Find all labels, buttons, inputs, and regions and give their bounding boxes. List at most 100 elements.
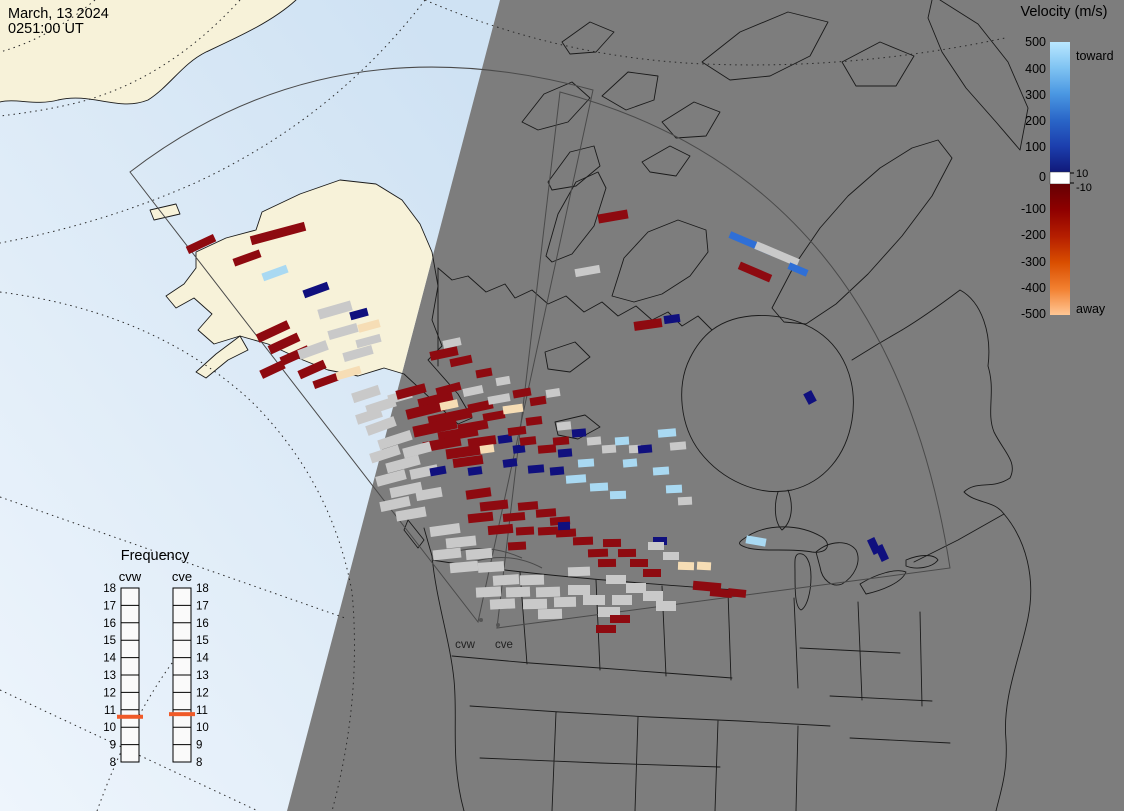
velocity-tick-label: -400 [1021, 281, 1046, 295]
radar-label-cve: cve [495, 639, 513, 651]
velocity-colorbar-away [1050, 184, 1070, 315]
velocity-cell-red [538, 526, 558, 535]
velocity-cell-navy [558, 522, 570, 530]
velocity-tick-label: -200 [1021, 228, 1046, 242]
frequency-scale-value: 10 [196, 722, 209, 734]
velocity-cell-navy [638, 444, 653, 453]
frequency-scale-value: 18 [196, 583, 209, 595]
velocity-tick-label: 0 [1039, 170, 1046, 184]
velocity-cell-gray [568, 585, 590, 595]
velocity-cell-gray [536, 587, 560, 598]
zero-upper-tick-label: 10 [1076, 168, 1088, 180]
velocity-tick-label: 500 [1025, 35, 1046, 49]
zero-lower-tick-label: -10 [1076, 182, 1092, 194]
frequency-scale-value: 16 [196, 618, 209, 630]
velocity-tick-label: -100 [1021, 202, 1046, 216]
velocity-cell-gray [490, 598, 515, 609]
velocity-cell-gray [670, 441, 687, 450]
velocity-cell-red [588, 549, 608, 558]
velocity-tick-label: -300 [1021, 255, 1046, 269]
velocity-cell-gray [583, 595, 605, 605]
frequency-scale-value: 14 [103, 653, 116, 665]
frequency-scale-value: 12 [196, 687, 209, 699]
frequency-legend-title: Frequency [121, 548, 190, 564]
frequency-marker-cvw [117, 715, 143, 719]
velocity-cell-red [630, 559, 648, 567]
velocity-cell-red [610, 615, 630, 623]
velocity-colorbar-zero-band [1050, 172, 1070, 184]
velocity-cell-red [573, 537, 593, 546]
velocity-cell-navy [528, 464, 545, 473]
velocity-cell-cream [697, 562, 711, 571]
velocity-cell-gray [493, 574, 520, 586]
frequency-scale-value: 11 [196, 705, 208, 717]
frequency-column-label-cve: cve [172, 569, 192, 584]
velocity-cell-gray [568, 567, 590, 577]
frequency-scale-value: 8 [110, 757, 116, 769]
velocity-cell-red [618, 549, 636, 557]
velocity-cell-gray [606, 575, 626, 584]
radar-site-cvw-dot [479, 618, 483, 622]
frequency-scale-value: 14 [196, 653, 209, 665]
velocity-cell-red [553, 436, 570, 445]
frequency-scale-value: 9 [110, 740, 116, 752]
velocity-cell-gray [656, 601, 676, 611]
velocity-cell-lblue [615, 437, 630, 446]
velocity-cell-gray [602, 445, 617, 454]
velocity-cell-gray [587, 436, 602, 445]
velocity-cell-gray [478, 561, 505, 573]
velocity-cell-lblue [666, 485, 682, 494]
velocity-cell-cream [678, 562, 694, 571]
velocity-tick-label: 300 [1025, 88, 1046, 102]
frequency-scale-value: 13 [103, 670, 116, 682]
frequency-scale-value: 9 [196, 740, 202, 752]
velocity-cell-gray [554, 597, 576, 607]
radar-label-cvw: cvw [455, 639, 476, 651]
velocity-cell-lblue [653, 466, 670, 475]
away-label: away [1076, 302, 1106, 316]
velocity-cell-gray [557, 421, 572, 430]
velocity-cell-gray [648, 542, 664, 550]
velocity-tick-label: -500 [1021, 307, 1046, 321]
frequency-scale-value: 8 [196, 757, 202, 769]
time-label: 0251:00 UT [8, 21, 84, 37]
velocity-cell-lblue [610, 491, 626, 500]
frequency-scale-value: 11 [104, 705, 116, 717]
velocity-cell-gray [612, 595, 632, 605]
superdarn-map-canvas: cvw cve March, 13 2024 0251:00 UT Veloci… [0, 0, 1124, 811]
velocity-cell-red [596, 625, 616, 633]
velocity-cell-lblue [566, 474, 587, 483]
frequency-scale-value: 10 [103, 722, 116, 734]
frequency-scale-value: 17 [103, 600, 116, 612]
velocity-tick-label: 200 [1025, 114, 1046, 128]
velocity-tick-label: 100 [1025, 140, 1046, 154]
velocity-cell-red [643, 569, 661, 577]
frequency-scale-value: 17 [196, 600, 209, 612]
velocity-cell-red [598, 559, 616, 567]
velocity-cell-gray [520, 575, 544, 586]
velocity-cell-lblue [658, 428, 677, 438]
velocity-cell-gray [476, 586, 501, 597]
velocity-tick-label: 400 [1025, 62, 1046, 76]
velocity-cell-red [508, 542, 526, 551]
velocity-cell-gray [663, 552, 679, 560]
velocity-cell-red [536, 508, 557, 517]
frequency-scale-value: 15 [103, 635, 116, 647]
superdarn-velocity-map-page: cvw cve March, 13 2024 0251:00 UT Veloci… [0, 0, 1124, 811]
frequency-column-label-cvw: cvw [119, 569, 142, 584]
frequency-marker-cve [169, 712, 195, 716]
frequency-scale-value: 15 [196, 635, 209, 647]
velocity-cell-gray [538, 609, 562, 619]
frequency-scale-value: 12 [103, 687, 116, 699]
toward-label: toward [1076, 49, 1114, 63]
velocity-cell-lblue [623, 458, 638, 467]
frequency-scale-value: 18 [103, 583, 116, 595]
velocity-cell-red [603, 539, 621, 547]
velocity-cell-navy [572, 428, 587, 437]
velocity-cell-gray [643, 591, 663, 601]
velocity-cell-navy [550, 466, 565, 475]
velocity-cell-gray [506, 587, 530, 598]
velocity-colorbar-toward [1050, 42, 1070, 172]
velocity-cell-gray [523, 599, 547, 609]
frequency-scale-value: 16 [103, 618, 116, 630]
